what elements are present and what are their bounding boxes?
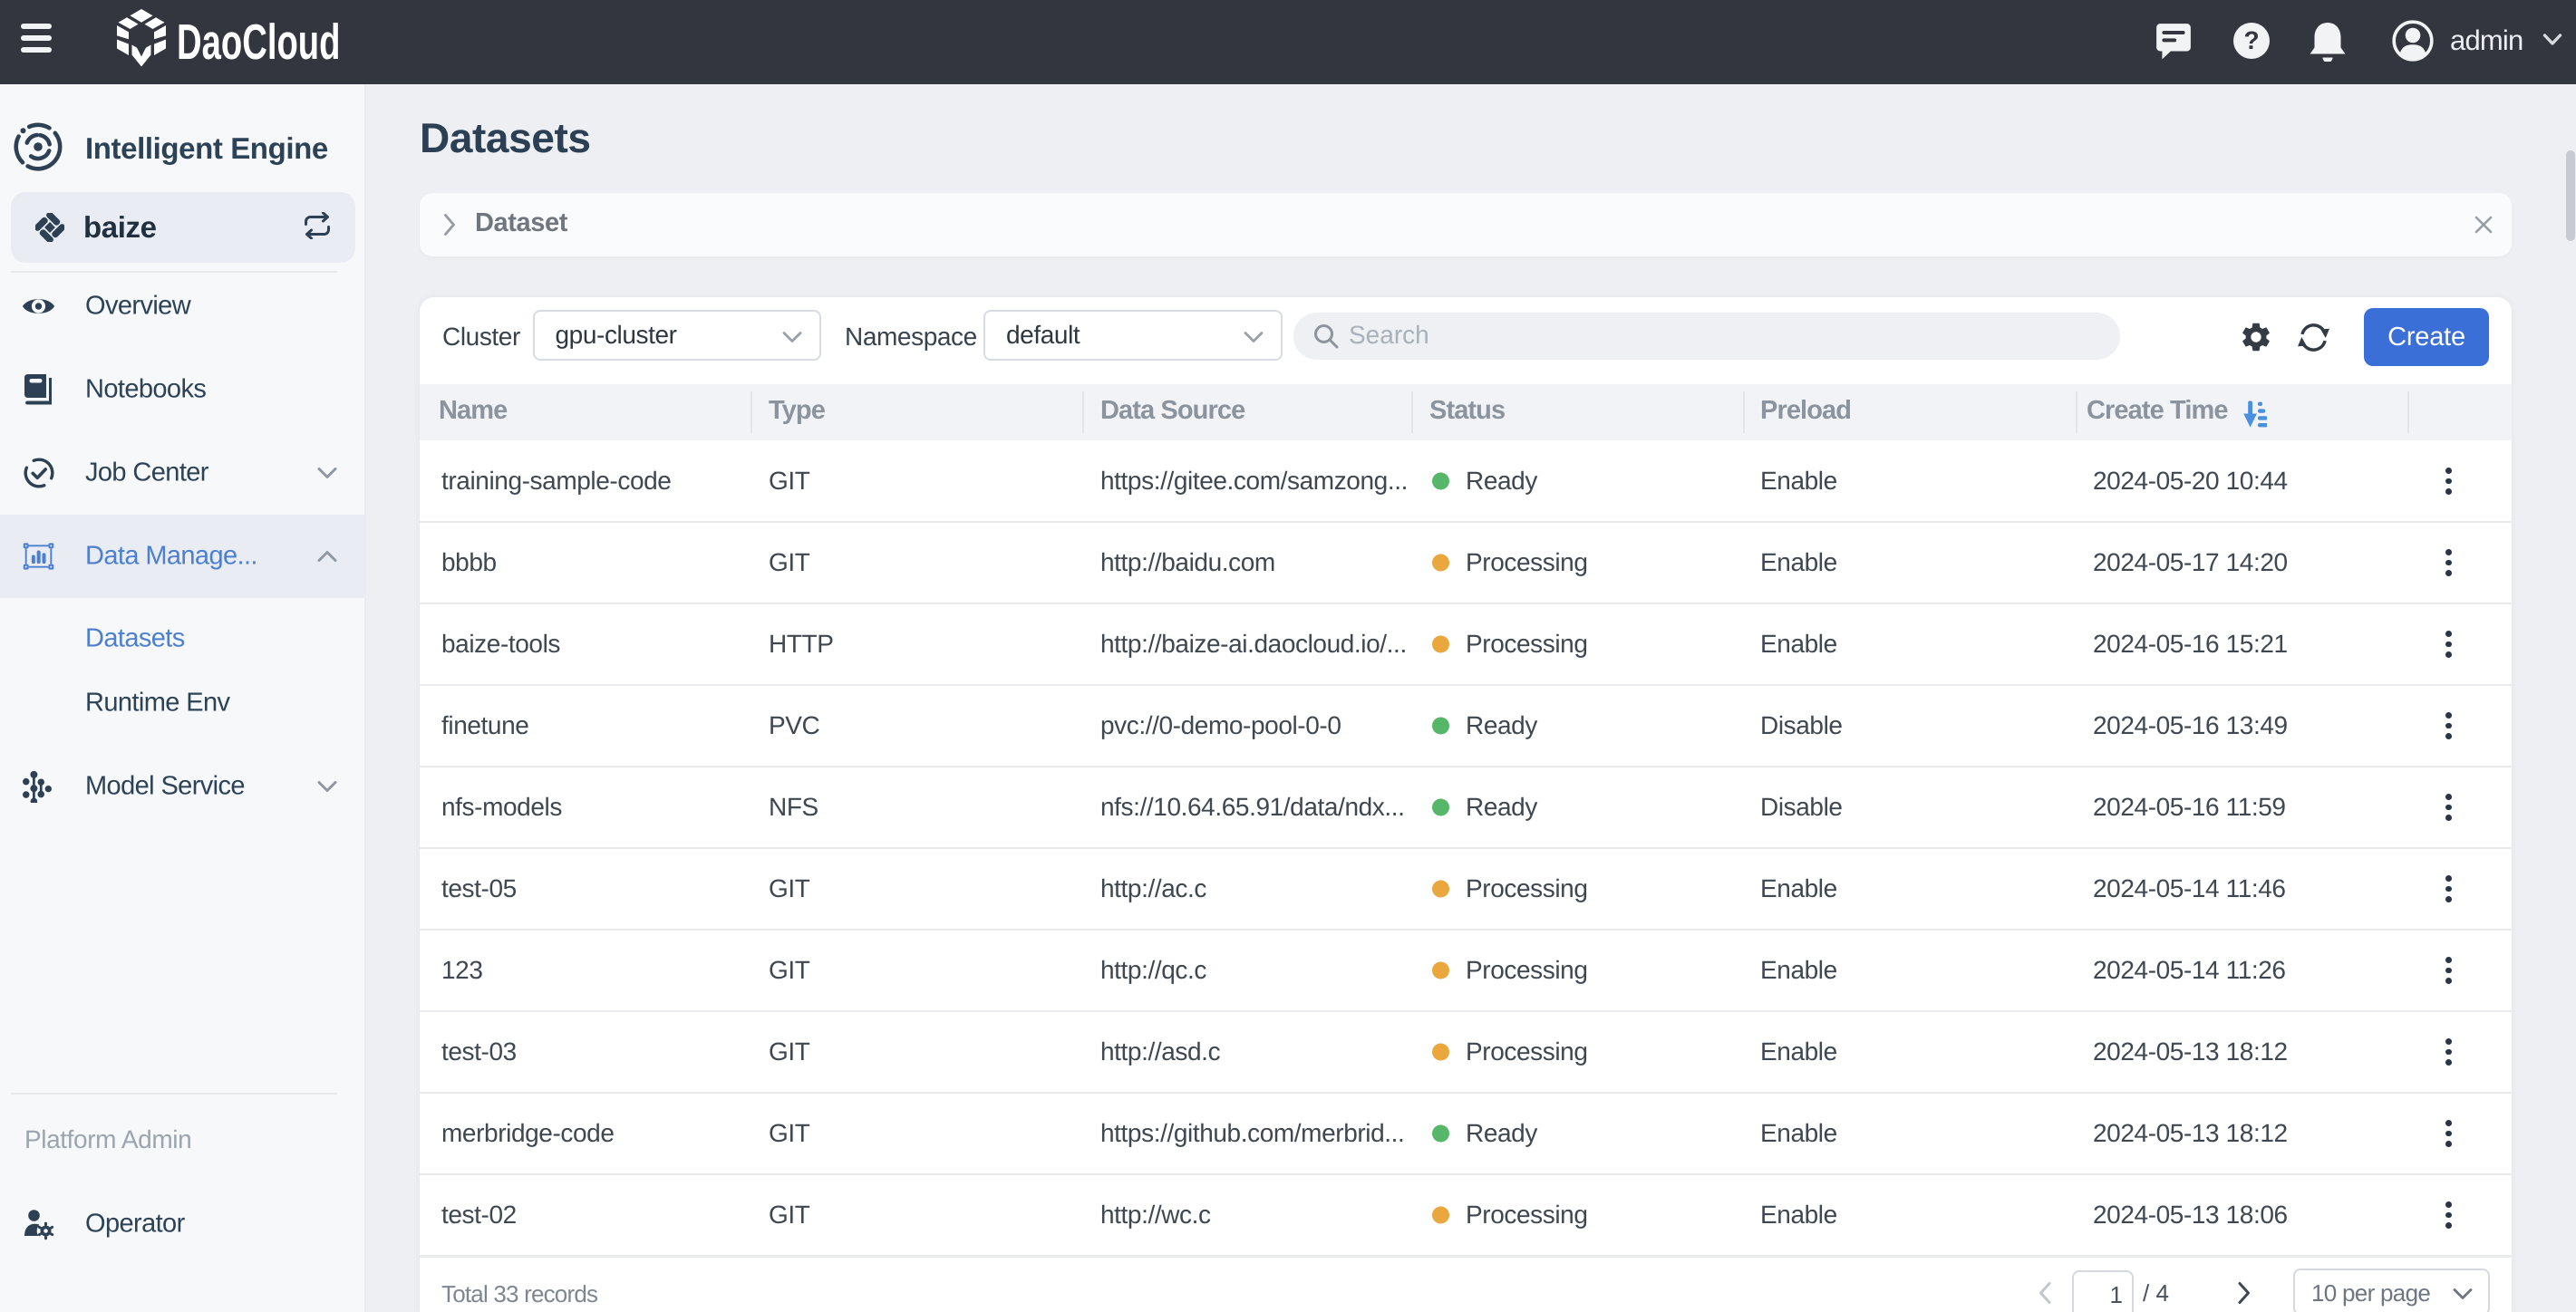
svg-text:?: ? <box>2243 26 2259 54</box>
